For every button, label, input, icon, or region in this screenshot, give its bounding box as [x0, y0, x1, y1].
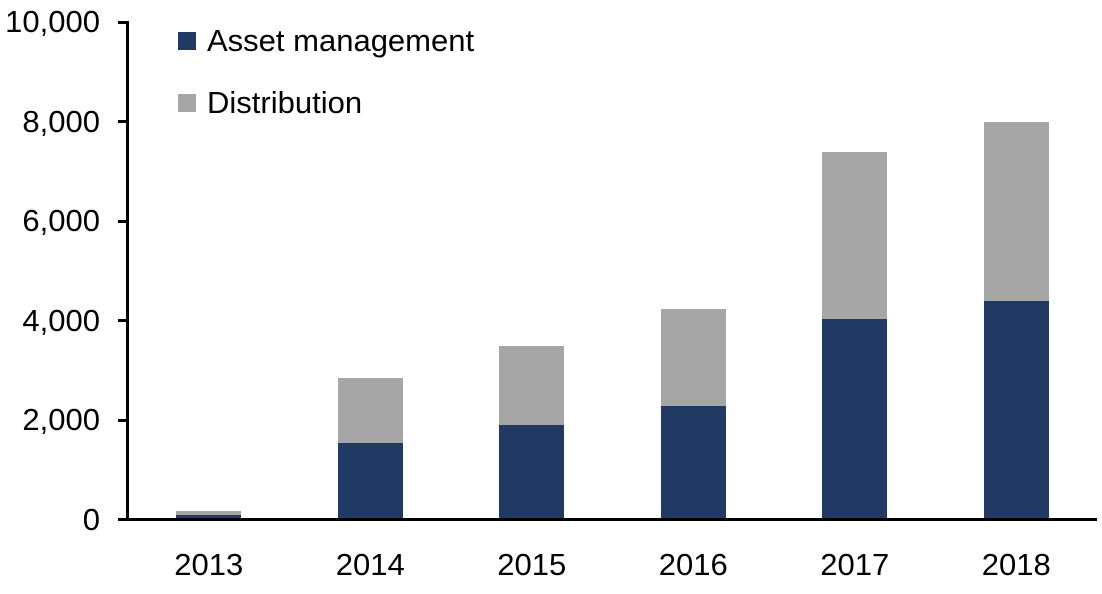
bar-segment-asset-management-2018: [983, 301, 1049, 520]
x-axis-tick-label-2017: 2017: [820, 547, 890, 582]
bar-segment-distribution-2015: [499, 345, 565, 426]
y-axis-tick-label: 0: [82, 501, 100, 537]
x-axis-tick-label-2015: 2015: [497, 547, 567, 582]
bar-segment-distribution-2013: [176, 510, 242, 516]
legend-swatch-asset-management: [178, 32, 196, 50]
x-axis-tick-label-2014: 2014: [335, 547, 405, 582]
legend-item-distribution: Distribution: [178, 86, 362, 120]
y-axis-line: [126, 21, 129, 521]
y-axis-tick: [118, 319, 128, 322]
y-axis-tick: [118, 20, 128, 24]
x-axis-tick-label-2018: 2018: [981, 547, 1051, 582]
y-axis-tick-label: 8,000: [22, 103, 100, 139]
x-axis-tick-label-2016: 2016: [658, 547, 728, 582]
y-axis-tick: [118, 518, 128, 521]
y-axis-tick: [118, 120, 128, 123]
y-axis-tick-label: 2,000: [22, 402, 100, 437]
legend-item-asset-management: Asset management: [178, 24, 474, 58]
bar-segment-asset-management-2016: [660, 405, 726, 520]
y-axis-tick: [118, 219, 128, 223]
bar-segment-distribution-2017: [822, 151, 888, 319]
y-axis-tick-label: 10,000: [5, 4, 100, 39]
x-axis-tick-label-2013: 2013: [174, 547, 244, 582]
x-axis-line: [126, 518, 1097, 521]
bar-segment-distribution-2018: [983, 122, 1049, 302]
bar-segment-asset-management-2014: [337, 442, 403, 520]
legend-swatch-distribution: [178, 94, 196, 112]
legend-label-distribution: Distribution: [207, 85, 363, 120]
bar-segment-asset-management-2017: [822, 318, 888, 520]
bar-segment-distribution-2014: [337, 378, 403, 443]
legend-label-asset-management: Asset management: [207, 23, 475, 58]
bar-segment-distribution-2016: [660, 308, 726, 406]
bar-segment-asset-management-2013: [176, 515, 242, 520]
y-axis-tick-label: 6,000: [22, 203, 100, 238]
y-axis-tick-label: 4,000: [22, 302, 100, 338]
bar-segment-asset-management-2015: [499, 425, 565, 520]
y-axis-tick: [118, 418, 128, 422]
